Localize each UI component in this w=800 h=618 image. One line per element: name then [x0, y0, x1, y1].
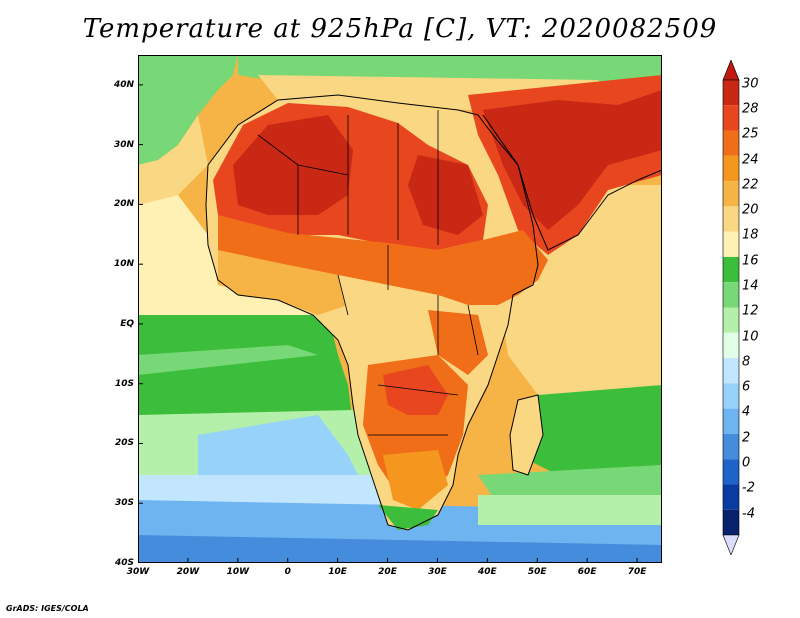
- colorbar-label: -2: [742, 480, 755, 496]
- horn-of-africa-zone: [483, 230, 548, 305]
- longitude-label: 10E: [328, 567, 347, 577]
- colorbar-swatch: [723, 181, 739, 207]
- latitude-label: 20S: [114, 438, 134, 449]
- sahara-hottest-zone: [233, 115, 353, 215]
- longitude-label: 70E: [627, 567, 647, 577]
- colorbar-label: 6: [742, 379, 751, 395]
- longitude-label: 60E: [577, 567, 597, 577]
- south-atlantic-green-zone: [138, 315, 353, 435]
- longitude-label: 50E: [527, 567, 547, 577]
- indian-ocean-green-zone: [518, 385, 662, 475]
- south-atlantic-lightgreen-zone: [138, 345, 318, 375]
- colorbar-swatch: [723, 282, 739, 308]
- west-africa-coast-zone: [218, 250, 348, 315]
- colorbar-swatch: [723, 231, 739, 257]
- colorbar-swatch: [723, 459, 739, 485]
- colorbar-label: 4: [742, 404, 751, 420]
- colorbar-swatch: [723, 256, 739, 283]
- arabia-coastline: [482, 114, 662, 251]
- longitude-label: 40E: [477, 567, 497, 577]
- colorbar-label: 0: [742, 455, 751, 471]
- longitude-label: 20W: [176, 567, 200, 577]
- colorbar-swatch: [723, 80, 739, 106]
- north-atlantic-moderate-zone: [138, 115, 208, 205]
- colorbar-label: 2: [742, 430, 751, 446]
- eastern-sahara-hottest-zone: [408, 155, 483, 235]
- latitude-label: 10S: [114, 378, 134, 389]
- kalahari-warm-zone: [383, 450, 448, 510]
- longitude-label: 0: [284, 567, 291, 577]
- colorbar-swatch: [723, 484, 739, 510]
- colorbar-swatch: [723, 408, 739, 434]
- colorbar-label: 28: [742, 101, 759, 117]
- axis-ticks: [138, 84, 638, 563]
- latitude-label: EQ: [120, 318, 134, 329]
- colorbar-swatch: [723, 358, 739, 384]
- cape-cool-zone: [378, 505, 438, 530]
- longitude-label: 30E: [428, 567, 447, 577]
- arabia-hottest-zone: [483, 90, 662, 230]
- colorbar-label: 20: [742, 202, 759, 218]
- longitude-label: 30W: [126, 567, 150, 577]
- colorbar-label: 22: [742, 177, 759, 193]
- colorbar-swatch: [723, 155, 739, 182]
- map-title: Temperature at 925hPa [C], VT: 202008250…: [82, 14, 718, 44]
- longitude-label: 20E: [378, 567, 397, 577]
- latitude-label: 40N: [113, 79, 134, 90]
- colorbar-bottom-arrow: [722, 534, 740, 555]
- grads-credit: GrADS: IGES/COLA: [6, 604, 89, 613]
- latitude-label: 10N: [113, 259, 134, 270]
- colorbar-swatch: [723, 383, 739, 409]
- colorbar-swatch: [723, 130, 739, 156]
- map-frame: [138, 55, 662, 563]
- colorbar-label: 30: [742, 76, 759, 92]
- colorbar-label: 14: [742, 278, 759, 294]
- longitude-label: 10W: [226, 567, 250, 577]
- colorbar-label: 10: [742, 329, 759, 345]
- latitude-label: 30N: [113, 139, 134, 150]
- colorbar-label: 25: [742, 126, 759, 142]
- colorbar-swatch: [723, 509, 739, 535]
- colorbar-swatch: [723, 433, 739, 460]
- colorbar-swatch: [723, 332, 739, 359]
- colorbar-swatch: [723, 206, 739, 232]
- africa-coastline: [205, 94, 539, 531]
- temperature-map: [138, 55, 662, 563]
- indian-ocean-pale-zone: [478, 495, 662, 525]
- atlantic-mild-zone: [138, 195, 328, 315]
- sahel-warm-zone: [218, 215, 503, 305]
- colorbar-label: 18: [742, 227, 759, 243]
- colorbar-label: 12: [742, 303, 759, 319]
- colorbar-top-arrow: [722, 60, 740, 81]
- colorbar-label: 24: [742, 152, 759, 168]
- madagascar-island: [509, 394, 544, 476]
- map-panel: [138, 55, 662, 563]
- latitude-label: 30S: [114, 498, 134, 509]
- colorbar-label: 8: [742, 354, 751, 370]
- latitude-label: 20N: [113, 199, 134, 210]
- latitude-label: 40S: [114, 558, 134, 568]
- north-atlantic-cool-zone: [138, 55, 238, 165]
- east-africa-warm-zone: [428, 310, 488, 375]
- southern-ocean-cold-zone: [138, 535, 662, 563]
- colorbar-label: 16: [742, 253, 759, 269]
- country-borders: [257, 110, 479, 436]
- colorbar-swatch: [723, 105, 739, 131]
- colorbar-swatch: [723, 307, 739, 333]
- colorbar: [722, 60, 740, 555]
- colorbar-label: -4: [742, 506, 755, 521]
